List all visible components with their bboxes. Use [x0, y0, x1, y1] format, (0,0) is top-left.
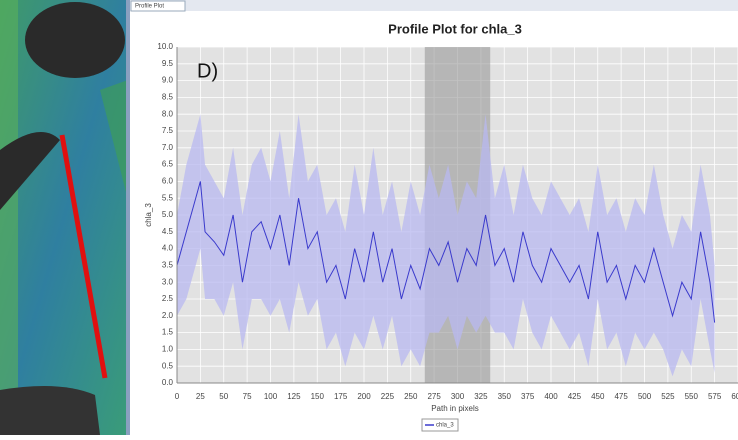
- legend: [421, 418, 459, 432]
- x-tick-label: 350: [498, 392, 512, 401]
- x-tick-label: 400: [544, 392, 558, 401]
- x-tick-label: 475: [614, 392, 628, 401]
- y-tick-label: 1.0: [162, 345, 174, 354]
- x-tick-label: 250: [404, 392, 418, 401]
- x-tick-label: 325: [474, 392, 488, 401]
- x-tick-label: 150: [311, 392, 325, 401]
- x-tick-label: 100: [264, 392, 278, 401]
- y-tick-label: 2.0: [162, 311, 174, 320]
- y-tick-label: 4.0: [162, 244, 174, 253]
- y-tick-label: 0.0: [162, 378, 174, 387]
- y-tick-label: 6.0: [162, 177, 174, 186]
- tab[interactable]: [130, 0, 186, 12]
- x-tick-label: 600: [731, 392, 738, 401]
- x-tick-label: 50: [219, 392, 228, 401]
- y-tick-label: 7.0: [162, 143, 174, 152]
- y-tick-label: 7.5: [162, 126, 174, 135]
- x-tick-label: 25: [196, 392, 205, 401]
- x-tick-label: 425: [568, 392, 582, 401]
- y-tick-label: 5.0: [162, 210, 174, 219]
- x-tick-label: 500: [638, 392, 652, 401]
- y-tick-label: 9.0: [162, 76, 174, 85]
- error-band: [177, 114, 715, 377]
- y-tick-label: 9.5: [162, 59, 174, 68]
- line: [176, 181, 716, 323]
- annotation: D): [197, 60, 218, 82]
- x-tick-label: 450: [591, 392, 605, 401]
- y-tick-label: 3.0: [162, 277, 174, 286]
- chart-title: Profile Plot for chla_3: [388, 21, 522, 36]
- tab-bar: [130, 0, 738, 11]
- x-tick-label: 175: [334, 392, 348, 401]
- x-tick-label: 300: [451, 392, 465, 401]
- y-tick-label: 1.5: [162, 328, 174, 337]
- x-tick-label: 375: [521, 392, 535, 401]
- legend-label: chla_3: [436, 423, 454, 429]
- y-tick-label: 2.5: [162, 294, 174, 303]
- x-tick-label: 75: [243, 392, 252, 401]
- x-tick-label: 225: [381, 392, 395, 401]
- y-tick-label: 8.0: [162, 109, 174, 118]
- x-axis-label: Path in pixels: [431, 404, 479, 413]
- y-tick-label: 0.5: [162, 361, 174, 370]
- y-tick-label: 10.0: [157, 42, 173, 51]
- x-tick-label: 275: [427, 392, 441, 401]
- x-tick-label: 0: [175, 392, 180, 401]
- x-tick-label: 125: [287, 392, 301, 401]
- y-tick-label: 3.5: [162, 261, 174, 270]
- y-tick-label: 4.5: [162, 227, 174, 236]
- y-tick-label: 6.5: [162, 160, 174, 169]
- tab-label: Profile Plot: [135, 4, 164, 10]
- y-tick-label: 8.5: [162, 93, 174, 102]
- x-tick-label: 525: [661, 392, 675, 401]
- y-axis-label: chla_3: [144, 203, 153, 227]
- y-tick-label: 5.5: [162, 193, 174, 202]
- x-tick-label: 550: [685, 392, 699, 401]
- x-tick-label: 200: [357, 392, 371, 401]
- x-tick-label: 575: [708, 392, 722, 401]
- map-image: [0, 0, 130, 435]
